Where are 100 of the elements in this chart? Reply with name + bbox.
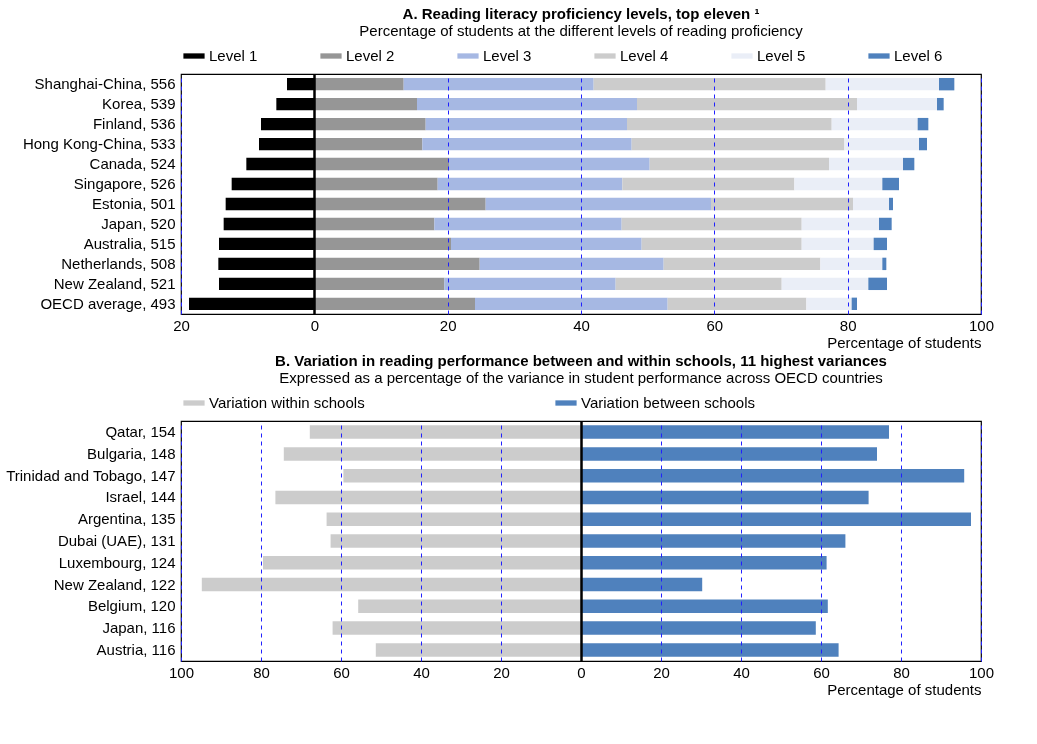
y-tick-label: Netherlands, 508 [61,254,176,272]
bar [403,77,594,91]
bar [437,177,623,191]
bar [417,97,637,111]
bar [330,534,581,548]
x-tick-label: 80 [253,663,270,681]
bar [917,117,929,131]
bar [283,447,581,461]
x-tick-label: 40 [733,663,750,681]
y-tick-label: Estonia, 501 [92,194,176,212]
bar [451,237,642,251]
bar [485,197,711,211]
bar [314,97,417,111]
x-tick-label: 20 [439,316,457,334]
bar [581,534,846,548]
bar [621,217,802,231]
bar [314,177,438,191]
y-tick-label: New Zealand, 521 [53,274,176,292]
legend-label: Variation within schools [209,394,365,411]
bar [309,425,581,439]
bar [649,157,829,171]
bar [479,257,664,271]
x-axis-title: Percentage of students [827,333,982,351]
bar [857,97,937,111]
bar [851,297,857,311]
bar [853,197,889,211]
y-tick-label: Korea, 539 [102,95,176,113]
y-tick-label: Bulgaria, 148 [87,444,176,462]
bar [627,117,832,131]
y-tick-label: Trinidad and Tobago, 147 [6,466,176,484]
bar [825,77,939,91]
y-tick-label: OECD average, 493 [40,294,176,312]
y-tick-label: Australia, 515 [83,234,176,252]
legend-label: Level 4 [620,47,669,64]
bar [581,490,869,505]
bar [879,217,892,231]
bar [475,297,668,311]
bar [358,599,581,614]
x-tick-label: 40 [413,663,430,681]
y-tick-label: Qatar, 154 [105,423,176,441]
bar [829,157,903,171]
chart-title: B. Variation in reading performance between and within schools, 11 highest variances [275,352,887,369]
bar [593,77,826,91]
y-tick-label: Japan, 520 [101,214,176,232]
bar [919,137,927,151]
bar [794,177,883,191]
bar [449,157,650,171]
bar [622,177,795,191]
bar [314,237,451,251]
bar [275,490,581,505]
bar [444,277,616,291]
bar [615,277,782,291]
bar [314,157,449,171]
y-tick-label: Luxembourg, 124 [58,553,176,571]
x-tick-label: 60 [706,316,724,334]
bar [581,577,703,592]
x-tick-label: 0 [310,316,320,334]
bar [663,257,821,271]
bar [201,577,581,592]
bar [882,177,899,191]
bar [422,137,632,151]
bar [873,237,887,251]
bar [937,97,944,111]
x-tick-label: 20 [493,663,510,681]
x-tick-label: 0 [577,663,586,681]
bar [882,257,887,271]
bar [781,277,869,291]
legend-label: Level 2 [346,47,395,64]
bar [581,447,877,461]
x-axis-title: Percentage of students [827,680,982,698]
bar [581,556,827,570]
bar [889,197,893,211]
y-tick-label: New Zealand, 122 [53,575,176,593]
y-tick-label: Singapore, 526 [73,175,176,193]
y-tick-label: Argentina, 135 [77,510,176,528]
chart-title: A. Reading literacy proficiency levels, top eleven ¹ [402,5,760,22]
bar [314,297,475,311]
bar [375,643,581,657]
bar [806,297,852,311]
bar [581,512,971,526]
bar [263,556,581,570]
x-tick-label: 60 [333,663,350,681]
bar [581,468,965,483]
bar [641,237,802,251]
y-tick-label: Canada, 524 [89,155,176,173]
bar [581,425,889,439]
bar [314,197,486,211]
x-tick-label: 100 [968,316,995,334]
y-tick-label: Hong Kong-China, 533 [22,135,176,153]
bar [581,621,816,635]
y-tick-label: Japan, 116 [102,619,176,637]
y-tick-label: Shanghai-China, 556 [34,75,176,93]
bar [581,643,839,657]
y-tick-label: Belgium, 120 [87,597,176,615]
bar [314,257,480,271]
y-tick-label: Dubai (UAE), 131 [57,532,176,549]
chart-subtitle: Percentage of students at the different levels of reading proficiency [359,22,804,39]
legend-label: Level 6 [894,47,943,64]
bar [903,157,915,171]
x-tick-label: 80 [839,316,857,334]
